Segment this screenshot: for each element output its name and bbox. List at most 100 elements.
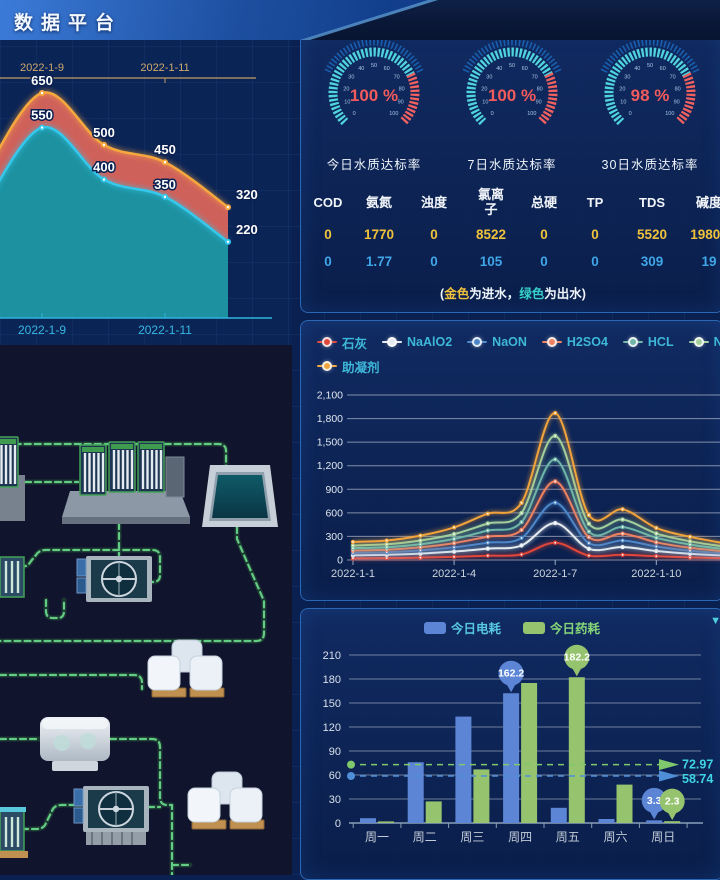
daily-consumption-bar-chart[interactable]: 0 30 60 90 120 150 180 210 周一 周二 周三 周四 周五 周六 周日 72.9758… xyxy=(301,637,720,867)
gauge-scale-label: 30 xyxy=(486,75,492,81)
bar-今日电耗[interactable] xyxy=(503,693,520,823)
bar-今日电耗[interactable] xyxy=(455,716,472,823)
gauge-label: 今日水质达标率 xyxy=(326,158,422,172)
inlet-outlet-area-chart[interactable]: 2022-1-9 2022-1-11 2022-1-9 2022-1-11 650 500… xyxy=(0,40,292,345)
bars-legend: 今日电耗 今日药耗 xyxy=(301,609,720,637)
bar-今日药耗[interactable] xyxy=(521,683,538,823)
x-axis-label: 周二 xyxy=(413,830,437,844)
table-cell: 8522 xyxy=(475,227,507,242)
reference-arrow-icon xyxy=(659,759,679,771)
bar-今日电耗[interactable] xyxy=(407,762,424,823)
point-value-label: 450 xyxy=(154,142,176,157)
bar-今日药耗[interactable] xyxy=(664,821,681,823)
table-cell: 总硬 xyxy=(530,194,557,210)
bar-今日药耗[interactable] xyxy=(616,784,633,823)
gauge-scale-label: 80 xyxy=(399,87,405,93)
area-top-axis-label: 2022-1-11 xyxy=(140,62,189,74)
legend-marker-icon xyxy=(541,337,562,347)
legend-item-NaON[interactable]: NaON xyxy=(467,335,527,349)
value-pin[interactable] xyxy=(659,788,685,814)
legend-marker-icon xyxy=(317,361,337,371)
table-cell: 1770 xyxy=(363,227,395,242)
y-axis-label: 1,500 xyxy=(317,437,343,449)
x-axis-label: 周四 xyxy=(508,830,532,844)
bar-今日药耗[interactable] xyxy=(568,677,585,823)
legend-marker-icon xyxy=(467,337,488,347)
gauge-scale-label: 20 xyxy=(343,87,349,93)
gauge-label: 7日水质达标率 xyxy=(467,158,557,172)
bar-今日药耗[interactable] xyxy=(473,769,490,823)
y-axis-label: 90 xyxy=(329,746,341,758)
header-bar: 数据平台 xyxy=(0,0,720,40)
bar-今日电耗[interactable] xyxy=(550,807,567,823)
table-cell: 19 xyxy=(701,254,717,269)
x-axis-label: 周一 xyxy=(365,830,389,844)
panel-corner-icon[interactable]: ▼ xyxy=(710,615,720,627)
water-quality-panel: 0 10 20 30 40 50 60 70 80 90 100 100 % 今日水质达标率 0 10 20 3… xyxy=(300,24,720,313)
value-pin[interactable] xyxy=(641,787,667,813)
table-cell: 0 xyxy=(540,254,548,269)
bar-今日电耗[interactable] xyxy=(646,820,663,823)
gauge-scale-label: 40 xyxy=(358,66,364,72)
gauge[interactable]: 0 10 20 30 40 50 60 70 80 90 100 98 % 30日水质达标率 xyxy=(581,35,719,173)
gauge-scale-label: 30 xyxy=(624,75,630,81)
legend-item-助凝剂[interactable]: 助凝剂 xyxy=(317,357,380,376)
gauge-label: 30日水质达标率 xyxy=(601,158,699,172)
facility-diagram[interactable] xyxy=(0,345,292,878)
table-cell: 0 xyxy=(324,227,332,242)
table-cell: TP xyxy=(586,194,604,210)
gauge-scale-label: 0 xyxy=(353,111,356,117)
x-axis-label: 2022-1-10 xyxy=(631,568,681,580)
gauge-scale-label: 100 xyxy=(389,111,398,117)
dosing-machine xyxy=(40,717,110,771)
gauge-scale-label: 70 xyxy=(670,75,676,81)
legend-item-HCL[interactable]: HCL xyxy=(622,335,674,349)
table-cell: 105 xyxy=(479,254,503,269)
legend-item-NaAlO2[interactable]: NaAlO2 xyxy=(382,335,452,349)
daily-consumption-panel: ▼ 今日电耗 今日药耗 0 30 60 90 120 150 180 210 周一 周二 周三 周四 周五… xyxy=(300,608,720,880)
table-cell: 0 xyxy=(591,227,599,242)
table-cell: 0 xyxy=(430,227,438,242)
note-part: 为出水) xyxy=(544,287,586,301)
x-axis-label: 周五 xyxy=(556,830,580,844)
x-axis-label: 2022-1-7 xyxy=(533,568,577,580)
table-cell: COD xyxy=(313,194,343,210)
chemical-usage-line-chart[interactable]: 0 300 600 900 1,200 1,500 1,800 2,100 2022-1-1 20… xyxy=(301,378,720,593)
legend-label: 助凝剂 xyxy=(342,360,380,375)
value-pin[interactable] xyxy=(498,660,524,686)
bar-今日药耗[interactable] xyxy=(378,821,394,823)
gauge-scale-label: 60 xyxy=(660,66,666,72)
gauge-scale-label: 50 xyxy=(509,63,515,69)
gauge-scale-label: 70 xyxy=(532,75,538,81)
bar-今日电耗[interactable] xyxy=(598,819,615,823)
gauge-scale-label: 100 xyxy=(527,111,536,117)
x-axis-label: 2022-1-4 xyxy=(432,568,476,580)
y-axis-label: 120 xyxy=(323,722,341,734)
x-axis-label: 2022-1-1 xyxy=(331,568,375,580)
gauge[interactable]: 0 10 20 30 40 50 60 70 80 90 100 100 % 7日水质达标率 xyxy=(443,35,581,173)
chemical-usage-panel: 石灰 NaAlO2 NaON H2SO4 HCL NaCLO 助凝剂 0 300 600 900 1… xyxy=(300,320,720,601)
legend-item-NaCLO[interactable]: NaCLO xyxy=(688,335,720,349)
reference-label: 58.74 xyxy=(682,772,713,786)
gauge-value: 98 % xyxy=(631,86,670,105)
note-part: 绿色 xyxy=(519,287,545,301)
legend-item-今日电耗[interactable]: 今日电耗 xyxy=(423,618,501,637)
legend-item-H2SO4[interactable]: H2SO4 xyxy=(541,335,608,349)
y-axis-label: 0 xyxy=(335,818,341,830)
legend-item-石灰[interactable]: 石灰 xyxy=(317,333,367,352)
gauge-scale-label: 0 xyxy=(491,111,494,117)
area-top-axis-label: 2022-1-9 xyxy=(20,62,64,74)
legend-marker-icon xyxy=(317,337,337,347)
page-title: 数据平台 xyxy=(14,13,123,34)
bar-今日药耗[interactable] xyxy=(425,801,442,823)
point-value-label: 500 xyxy=(93,125,115,140)
legend-label: 石灰 xyxy=(342,336,368,351)
gauge[interactable]: 0 10 20 30 40 50 60 70 80 90 100 100 % 今日水质达标率 xyxy=(305,35,443,173)
chemical-bags-1 xyxy=(147,639,225,698)
legend-item-今日药耗[interactable]: 今日药耗 xyxy=(523,618,600,637)
bar-今日电耗[interactable] xyxy=(360,818,376,823)
gauge-scale-label: 80 xyxy=(537,87,543,93)
value-pin[interactable] xyxy=(564,644,590,670)
table-cell: 1.77 xyxy=(365,254,393,269)
reference-arrow-icon xyxy=(659,770,679,782)
